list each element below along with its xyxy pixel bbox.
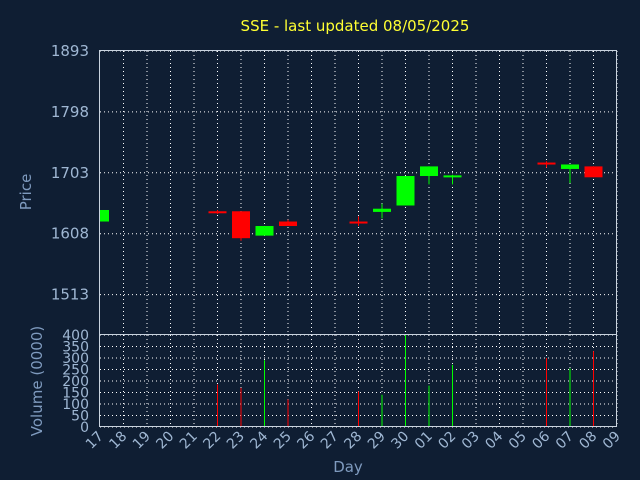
x-tick-label: 05 xyxy=(506,429,530,453)
candlesticks xyxy=(99,161,603,241)
price-tick-label: 1513 xyxy=(51,286,89,304)
price-tick-label: 1893 xyxy=(51,42,89,60)
candle-body xyxy=(100,209,109,222)
x-tick-label: 22 xyxy=(200,429,224,453)
volume-tick-label: 150 xyxy=(62,386,89,402)
volume-tick-label: 100 xyxy=(62,397,89,413)
x-tick-label: 19 xyxy=(130,429,154,453)
candle-body xyxy=(349,221,368,224)
x-tick-label: 01 xyxy=(412,429,436,453)
x-tick-label: 30 xyxy=(388,429,412,453)
volume-tick-label: 0 xyxy=(80,420,89,436)
candle-body xyxy=(443,175,462,178)
volume-tick-label: 200 xyxy=(62,374,89,390)
x-tick-label: 27 xyxy=(318,429,342,453)
volume-tick-label: 300 xyxy=(62,351,89,367)
price-tick-label: 1798 xyxy=(51,103,89,121)
candle-body xyxy=(537,162,556,165)
volume-bars xyxy=(217,335,594,427)
price-tick-label: 1608 xyxy=(51,225,89,243)
x-tick-label: 21 xyxy=(177,429,201,453)
volume-axis-label: Volume (0000) xyxy=(28,326,46,436)
candle-body xyxy=(208,211,227,214)
price-tick-labels: 1893 1798 1703 1608 1513 xyxy=(51,42,89,304)
x-tick-label: 25 xyxy=(271,429,295,453)
volume-tick-label: 350 xyxy=(62,340,89,356)
x-tick-label: 24 xyxy=(247,428,271,452)
x-tick-labels: 17 18 19 20 21 22 23 24 25 26 27 28 29 30 01 02 03 04 05 06… xyxy=(83,428,624,452)
candle-body xyxy=(396,176,415,206)
candle-body xyxy=(279,221,297,227)
x-tick-label: 20 xyxy=(153,429,177,453)
volume-tick-label: 400 xyxy=(62,328,89,344)
candle-body xyxy=(561,164,579,169)
price-tick-label: 1703 xyxy=(51,164,89,182)
candle-body xyxy=(232,211,250,239)
candle-body xyxy=(373,208,391,212)
x-tick-label: 28 xyxy=(341,429,365,453)
x-tick-label: 09 xyxy=(600,429,624,453)
volume-tick-label: 50 xyxy=(71,409,89,425)
x-tick-label: 02 xyxy=(435,429,459,453)
volume-panel-frame xyxy=(99,334,617,427)
x-axis-label: Day xyxy=(333,458,363,476)
x-tick-label: 04 xyxy=(482,428,506,452)
x-tick-label: 07 xyxy=(553,429,577,453)
x-tick-label: 26 xyxy=(294,428,318,452)
x-tick-label: 23 xyxy=(224,429,248,453)
price-grid xyxy=(100,50,618,335)
candle-body xyxy=(255,226,274,236)
chart-title: SSE - last updated 08/05/2025 xyxy=(241,17,470,35)
x-tick-label: 18 xyxy=(106,429,130,453)
volume-tick-label: 250 xyxy=(62,363,89,379)
x-tick-label: 06 xyxy=(529,428,553,452)
candle-body xyxy=(420,166,438,177)
candle-body xyxy=(584,166,603,178)
x-tick-label: 08 xyxy=(576,429,600,453)
price-axis-label: Price xyxy=(17,174,35,211)
x-tick-label: 03 xyxy=(459,429,483,453)
x-tick-label: 29 xyxy=(365,429,389,453)
